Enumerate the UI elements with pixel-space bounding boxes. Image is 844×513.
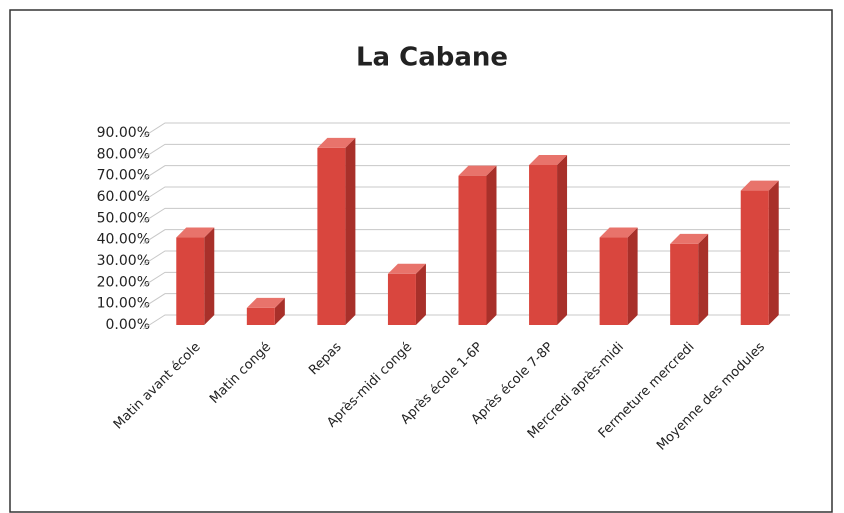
bar-side: [486, 165, 497, 325]
bar: [670, 243, 699, 325]
bar: [246, 307, 275, 325]
bar: [317, 147, 346, 325]
bar: [740, 190, 769, 325]
bar-side: [627, 227, 638, 325]
y-tick-label: 30.00%: [97, 253, 150, 269]
y-tick-label: 70.00%: [97, 168, 150, 184]
y-tick-label: 20.00%: [97, 274, 150, 290]
bar: [458, 175, 487, 325]
grid-line: [142, 229, 790, 245]
grid-line: [142, 293, 790, 309]
bar: [599, 237, 628, 325]
grid-line: [142, 186, 790, 202]
bar-top: [458, 165, 497, 176]
bar-top: [599, 227, 638, 238]
chart-title: La Cabane: [356, 43, 508, 73]
bar-side: [345, 137, 356, 325]
bar-side: [557, 155, 568, 325]
bar-side: [274, 297, 285, 325]
y-tick-label: 90.00%: [97, 125, 150, 141]
bar-top: [529, 155, 568, 165]
bar-top: [670, 233, 709, 244]
bar-top: [740, 180, 779, 191]
grid-line: [142, 314, 790, 330]
bar: [387, 273, 416, 325]
y-tick-label: 60.00%: [97, 189, 150, 205]
grid-line: [142, 250, 790, 266]
y-tick-label: 10.00%: [97, 296, 150, 312]
bar-side: [415, 263, 426, 325]
bar: [529, 165, 558, 325]
grid-line: [142, 122, 790, 138]
grid-line: [142, 165, 790, 181]
y-tick-label: 50.00%: [97, 210, 150, 226]
bar-side: [204, 227, 215, 325]
grid-line: [142, 271, 790, 287]
bar-top: [317, 137, 356, 148]
grid-line: [142, 143, 790, 159]
bar-side: [698, 233, 709, 325]
y-tick-label: 0.00%: [106, 317, 150, 333]
bar-top: [246, 297, 285, 308]
grid-line: [142, 207, 790, 223]
y-tick-label: 40.00%: [97, 232, 150, 248]
y-tick-label: 80.00%: [97, 146, 150, 162]
bar-top: [387, 263, 426, 274]
bar: [176, 237, 205, 325]
bar-side: [768, 180, 779, 325]
bar-top: [176, 227, 215, 238]
